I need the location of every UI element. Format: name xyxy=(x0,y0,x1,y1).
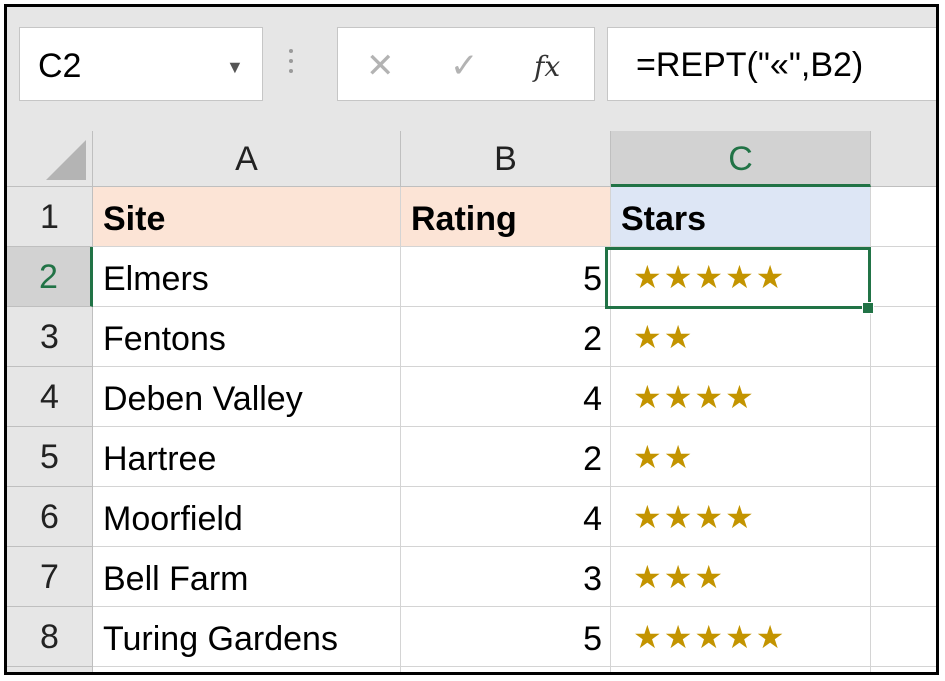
cell-empty[interactable] xyxy=(871,247,936,307)
rating-value: 3 xyxy=(583,560,602,598)
table-row-stars[interactable]: ★★★★ xyxy=(611,367,871,427)
rating-value: 2 xyxy=(583,440,602,478)
name-box[interactable]: C2 ▼ xyxy=(19,27,263,101)
rating-value: 5 xyxy=(583,620,602,658)
table-row-stars[interactable]: ★★★ xyxy=(611,547,871,607)
stars-value: ★★★★ xyxy=(633,498,756,536)
cell-empty[interactable] xyxy=(871,547,936,607)
fill-handle[interactable] xyxy=(862,302,874,314)
formula-buttons: ✕ ✓ fx xyxy=(337,27,595,101)
table-row-rating[interactable]: 5 xyxy=(401,247,611,307)
cell-empty[interactable] xyxy=(871,427,936,487)
row-header-3[interactable]: 3 xyxy=(7,307,93,367)
site-name: Fentons xyxy=(103,320,226,358)
rating-value: 5 xyxy=(583,260,602,298)
table-row-rating[interactable]: 4 xyxy=(401,487,611,547)
cancel-icon[interactable]: ✕ xyxy=(366,47,395,85)
rating-value: 4 xyxy=(583,380,602,418)
cell-empty[interactable] xyxy=(611,667,871,672)
name-box-value: C2 xyxy=(38,47,82,85)
table-row-stars[interactable]: ★★★★★ xyxy=(611,607,871,667)
select-all-button[interactable] xyxy=(7,131,93,187)
site-name: Turing Gardens xyxy=(103,620,338,658)
column-header-d[interactable] xyxy=(871,131,936,187)
table-row-rating[interactable]: 4 xyxy=(401,367,611,427)
table-row-site[interactable]: Hartree xyxy=(93,427,401,487)
table-row-rating[interactable]: 3 xyxy=(401,547,611,607)
row-header-8[interactable]: 8 xyxy=(7,607,93,667)
table-row-site[interactable]: Moorfield xyxy=(93,487,401,547)
stars-value: ★★ xyxy=(633,318,695,356)
site-name: Deben Valley xyxy=(103,380,303,418)
header-stars: Stars xyxy=(621,200,707,238)
site-name: Moorfield xyxy=(103,500,243,538)
resize-handle[interactable] xyxy=(289,49,295,77)
row-header-9[interactable] xyxy=(7,667,93,672)
cell-empty[interactable] xyxy=(871,487,936,547)
excel-window: C2 ▼ ✕ ✓ fx =REPT("«",B2) A B C 1 2 3 4 … xyxy=(4,4,939,675)
rating-value: 4 xyxy=(583,500,602,538)
formula-input[interactable]: =REPT("«",B2) xyxy=(607,27,936,101)
row-header-7[interactable]: 7 xyxy=(7,547,93,607)
insert-function-icon[interactable]: fx xyxy=(534,50,561,83)
row-header-6[interactable]: 6 xyxy=(7,487,93,547)
cell-b1[interactable]: Rating xyxy=(401,187,611,247)
cell-empty[interactable] xyxy=(401,667,611,672)
chevron-down-icon[interactable]: ▼ xyxy=(226,57,244,77)
table-row-stars[interactable]: ★★★★★ xyxy=(611,247,871,307)
cell-empty[interactable] xyxy=(871,367,936,427)
cell-empty[interactable] xyxy=(871,607,936,667)
formula-bar-area: C2 ▼ ✕ ✓ fx =REPT("«",B2) xyxy=(7,7,936,127)
formula-text: =REPT("«",B2) xyxy=(636,46,864,84)
site-name: Hartree xyxy=(103,440,217,478)
table-row-rating[interactable]: 5 xyxy=(401,607,611,667)
cell-a1[interactable]: Site xyxy=(93,187,401,247)
site-name: Bell Farm xyxy=(103,560,249,598)
table-row-site[interactable]: Deben Valley xyxy=(93,367,401,427)
row-header-2[interactable]: 2 xyxy=(7,247,93,307)
table-row-site[interactable]: Fentons xyxy=(93,307,401,367)
enter-icon[interactable]: ✓ xyxy=(450,47,479,85)
table-row-rating[interactable]: 2 xyxy=(401,307,611,367)
column-header-b[interactable]: B xyxy=(401,131,611,187)
header-site: Site xyxy=(103,200,166,238)
table-row-site[interactable]: Elmers xyxy=(93,247,401,307)
stars-value: ★★★★★ xyxy=(633,618,787,656)
header-rating: Rating xyxy=(411,200,517,238)
cell-empty[interactable] xyxy=(871,307,936,367)
column-header-a[interactable]: A xyxy=(93,131,401,187)
table-row-stars[interactable]: ★★ xyxy=(611,307,871,367)
table-row-stars[interactable]: ★★★★ xyxy=(611,487,871,547)
cell-c1[interactable]: Stars xyxy=(611,187,871,247)
row-header-1[interactable]: 1 xyxy=(7,187,93,247)
stars-value: ★★★★★ xyxy=(633,258,787,296)
rating-value: 2 xyxy=(583,320,602,358)
cell-d1[interactable] xyxy=(871,187,936,247)
row-header-4[interactable]: 4 xyxy=(7,367,93,427)
stars-value: ★★★ xyxy=(633,558,726,596)
table-row-site[interactable]: Turing Gardens xyxy=(93,607,401,667)
site-name: Elmers xyxy=(103,260,209,298)
stars-value: ★★★★ xyxy=(633,378,756,416)
stars-value: ★★ xyxy=(633,438,695,476)
column-header-c[interactable]: C xyxy=(611,131,871,187)
worksheet-grid: A B C 1 2 3 4 5 6 7 8 Site Rating Stars … xyxy=(7,131,936,672)
table-row-rating[interactable]: 2 xyxy=(401,427,611,487)
cell-empty[interactable] xyxy=(93,667,401,672)
row-header-5[interactable]: 5 xyxy=(7,427,93,487)
table-row-stars[interactable]: ★★ xyxy=(611,427,871,487)
table-row-site[interactable]: Bell Farm xyxy=(93,547,401,607)
